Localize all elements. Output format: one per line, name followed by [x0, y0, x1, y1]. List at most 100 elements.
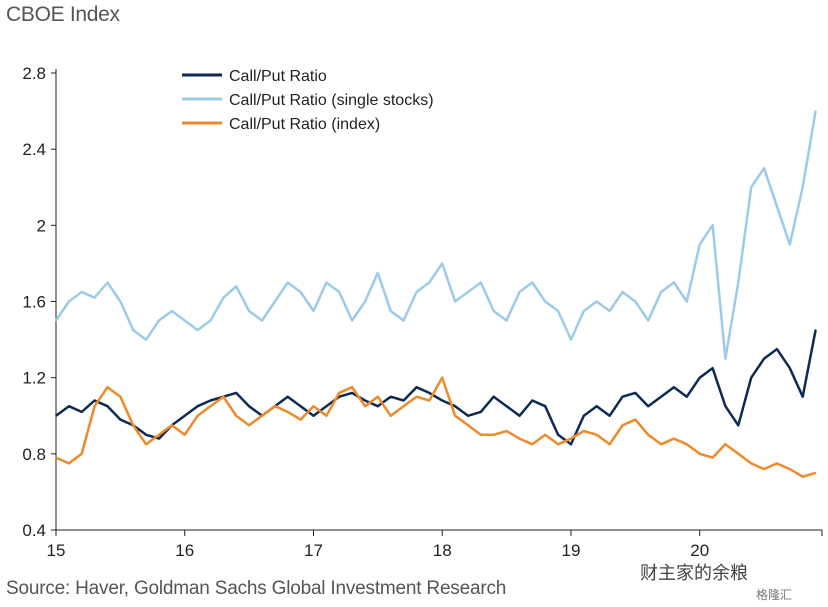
data-point	[660, 443, 662, 446]
y-tick-label: 2	[37, 216, 46, 235]
data-point	[570, 437, 572, 440]
x-tick-label: 16	[175, 541, 194, 560]
data-point	[171, 310, 173, 312]
data-point	[119, 300, 122, 303]
data-point	[814, 329, 817, 331]
data-point	[711, 367, 714, 369]
data-point	[222, 395, 225, 398]
data-point	[686, 443, 688, 446]
data-point	[724, 357, 727, 360]
data-point	[222, 296, 225, 299]
data-point	[531, 399, 534, 402]
data-point	[196, 329, 199, 331]
data-point	[647, 405, 649, 408]
data-point	[647, 434, 649, 436]
data-point	[364, 399, 366, 402]
series-line	[55, 376, 816, 478]
data-point	[286, 395, 289, 398]
y-tick-label: 0.8	[22, 445, 46, 464]
data-point	[428, 281, 431, 284]
data-point	[80, 411, 83, 413]
data-point	[68, 300, 70, 303]
data-point	[196, 405, 199, 408]
data-point	[235, 285, 237, 288]
data-point	[415, 291, 418, 293]
series-line	[55, 329, 817, 446]
data-point	[415, 395, 418, 398]
data-point	[583, 310, 585, 312]
data-point	[801, 186, 804, 188]
data-point	[55, 415, 57, 417]
data-point	[634, 392, 637, 394]
data-point	[106, 386, 109, 389]
data-point	[776, 205, 778, 208]
data-point	[467, 291, 469, 293]
data-point	[814, 472, 817, 474]
data-point	[454, 415, 456, 417]
data-point	[274, 300, 276, 303]
data-point	[338, 392, 341, 394]
y-tick-label: 2.4	[22, 140, 46, 159]
data-point	[389, 395, 392, 398]
legend-label: Call/Put Ratio (index)	[229, 116, 380, 133]
data-point	[698, 376, 701, 379]
data-point	[93, 405, 96, 408]
x-tick-label: 17	[304, 541, 323, 560]
data-point	[338, 395, 341, 398]
data-point	[248, 310, 250, 312]
data-point	[68, 462, 70, 465]
data-point	[299, 418, 302, 421]
data-point	[505, 405, 508, 408]
data-point	[312, 405, 315, 408]
y-tick-label: 1.2	[22, 369, 46, 388]
data-point	[789, 367, 791, 369]
data-point	[595, 405, 598, 408]
data-point	[80, 453, 83, 455]
data-point	[261, 415, 263, 417]
y-tick-label: 0.4	[22, 521, 46, 540]
data-point	[183, 415, 186, 417]
data-point	[595, 300, 598, 303]
data-point	[686, 300, 688, 303]
data-point	[570, 443, 572, 446]
data-point	[338, 291, 341, 293]
data-point	[467, 415, 469, 417]
data-point	[492, 434, 495, 436]
data-point	[531, 281, 534, 284]
data-point	[402, 319, 405, 322]
data-point	[377, 405, 379, 408]
data-point	[402, 405, 405, 408]
data-point	[711, 456, 714, 459]
data-point	[763, 167, 765, 169]
data-point	[441, 262, 444, 265]
x-tick-label: 18	[433, 541, 452, 560]
data-point	[145, 434, 147, 436]
data-point	[480, 434, 482, 436]
data-point	[634, 300, 637, 303]
data-point	[608, 310, 611, 312]
data-point	[557, 443, 559, 446]
source-note: Source: Haver, Goldman Sachs Global Inve…	[6, 578, 507, 599]
data-point	[325, 281, 328, 284]
data-point	[789, 243, 791, 246]
data-point	[480, 411, 482, 413]
data-point	[750, 186, 752, 188]
data-point	[711, 224, 714, 227]
data-point	[171, 424, 173, 427]
data-point	[312, 415, 315, 417]
data-point	[132, 424, 134, 427]
data-point	[415, 386, 418, 389]
data-point	[428, 392, 431, 394]
data-point	[608, 443, 611, 446]
x-tick-label: 19	[561, 541, 580, 560]
data-point	[505, 319, 508, 322]
data-point	[698, 453, 701, 455]
data-point	[119, 395, 122, 398]
y-tick-label: 1.6	[22, 293, 46, 312]
data-point	[248, 424, 250, 427]
data-point	[145, 443, 147, 446]
data-point	[312, 310, 315, 312]
data-point	[183, 319, 186, 322]
data-point	[93, 296, 96, 299]
data-point	[209, 319, 212, 322]
